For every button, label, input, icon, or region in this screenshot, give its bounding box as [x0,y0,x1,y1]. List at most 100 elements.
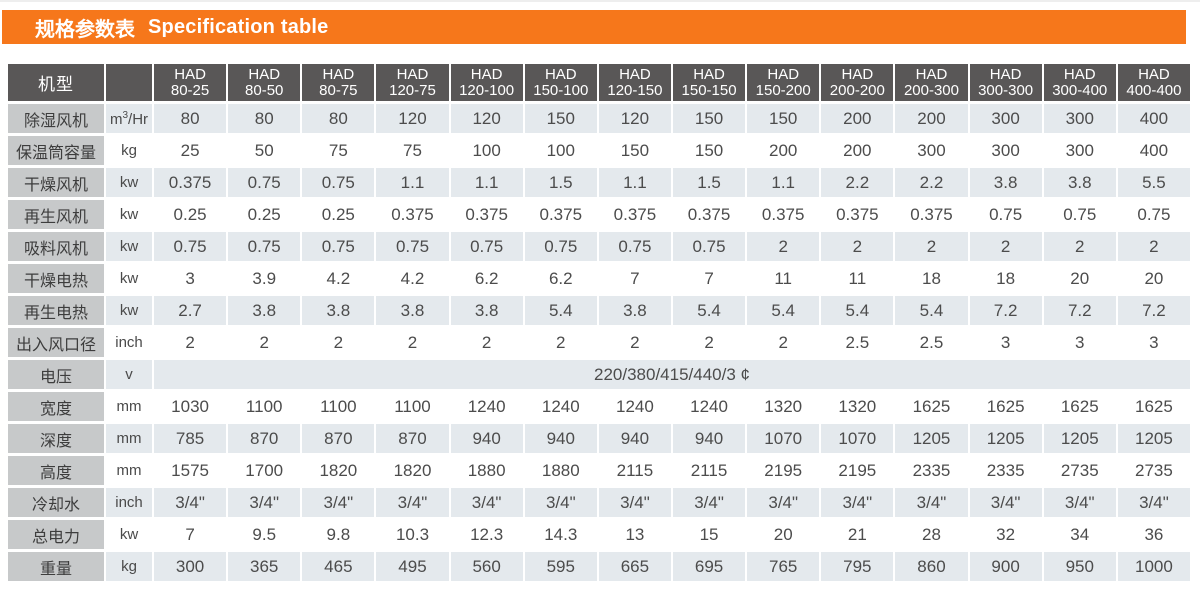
model-header: HAD 150-150 [672,64,746,101]
spec-value: 1240 [672,392,746,421]
spec-value: 0.375 [524,200,597,229]
model-code: 400-400 [1126,81,1182,99]
row-unit: kw [106,168,152,197]
row-label: 出入风口径 [8,328,104,357]
spec-value: 665 [598,552,671,581]
table-row: 除湿风机 m3/Hr 80 80 80 120 120 150 120 150 150 200 200 3… [8,104,1190,133]
spec-value: 7.2 [969,296,1042,325]
spec-value: 3/4" [154,488,227,517]
spec-value: 0.75 [969,200,1042,229]
spec-value: 2 [228,328,301,357]
spec-value: 12.3 [450,520,523,549]
spec-value: 0.375 [450,200,523,229]
spec-value: 2 [821,232,894,261]
spec-value: 150 [524,104,597,133]
spec-value: 5.4 [747,296,820,325]
spec-value: 0.75 [228,168,301,197]
model-code: 120-100 [459,81,515,99]
spec-value: 7.2 [1043,296,1116,325]
spec-value: 2.5 [821,328,894,357]
spec-value: 1240 [598,392,671,421]
spec-value: 100 [524,136,597,165]
table-row: 保温筒容量 kg 25 50 75 75 100 100 150 150 200 200 300 300 3… [8,136,1190,165]
model-code: 300-300 [978,81,1034,99]
spec-value: 120 [450,104,523,133]
specification-table: 机型 HAD 80-25 HAD 80-50 HAD 80-75 HAD 120-75 HAD 12… [6,61,1192,584]
model-code: 120-150 [607,81,663,99]
spec-value: 300 [969,136,1042,165]
model-code: 300-400 [1052,81,1108,99]
spec-value: 1820 [376,456,449,485]
spec-value: 200 [747,136,820,165]
model-code: 150-100 [533,81,589,99]
spec-value: 3/4" [1043,488,1116,517]
row-label: 高度 [8,456,104,485]
spec-value: 3 [154,264,227,293]
spec-value: 695 [672,552,746,581]
spec-value: 2 [969,232,1042,261]
row-unit: v [106,360,152,389]
model-series: HAD [248,65,281,83]
spec-value: 0.75 [598,232,671,261]
spec-value: 150 [747,104,820,133]
spec-value: 2335 [895,456,968,485]
spec-value: 3.8 [302,296,375,325]
row-unit: kw [106,264,152,293]
spec-value: 1820 [302,456,375,485]
spec-value: 1240 [524,392,597,421]
model-header: HAD 150-100 [524,64,597,101]
row-unit: kw [106,200,152,229]
spec-value: 80 [154,104,227,133]
spec-value: 3/4" [1117,488,1190,517]
spec-value: 0.375 [154,168,227,197]
spec-value: 2 [598,328,671,357]
spec-value: 870 [228,424,301,453]
spec-value: 940 [672,424,746,453]
model-header: HAD 80-75 [302,64,375,101]
spec-value: 785 [154,424,227,453]
spec-value: 3/4" [598,488,671,517]
spec-value: 1.1 [598,168,671,197]
spec-value: 1625 [1043,392,1116,421]
spec-value: 3 [1117,328,1190,357]
spec-value: 2 [450,328,523,357]
spec-value: 5.5 [1117,168,1190,197]
spec-value: 18 [969,264,1042,293]
spec-value: 0.75 [1043,200,1116,229]
spec-value: 120 [376,104,449,133]
row-unit: mm [106,424,152,453]
spec-value: 1880 [450,456,523,485]
table-row: 再生电热 kw 2.7 3.8 3.8 3.8 3.8 5.4 3.8 5.4 5.4 5.4 5.4 7… [8,296,1190,325]
spec-value: 2 [672,328,746,357]
spec-value: 11 [747,264,820,293]
row-unit: kg [106,552,152,581]
spec-value: 2115 [672,456,746,485]
model-header: HAD 120-75 [376,64,449,101]
spec-value: 0.375 [672,200,746,229]
spec-value: 940 [450,424,523,453]
spec-value: 100 [450,136,523,165]
spec-value: 20 [1117,264,1190,293]
spec-value: 3/4" [821,488,894,517]
spec-value: 3.8 [228,296,301,325]
row-label: 再生风机 [8,200,104,229]
spec-value: 0.75 [1117,200,1190,229]
spec-value: 1575 [154,456,227,485]
spec-value: 300 [895,136,968,165]
model-code: 120-75 [389,81,436,99]
spec-value: 900 [969,552,1042,581]
spec-value: 940 [598,424,671,453]
spec-value: 940 [524,424,597,453]
spec-value: 6.2 [524,264,597,293]
spec-value: 11 [821,264,894,293]
spec-value: 1000 [1117,552,1190,581]
spec-value: 2 [376,328,449,357]
spec-value: 7 [154,520,227,549]
spec-value: 950 [1043,552,1116,581]
spec-value: 75 [302,136,375,165]
model-series: HAD [989,65,1022,83]
spec-value: 3 [969,328,1042,357]
model-code: 150-150 [681,81,737,99]
spec-value: 200 [821,104,894,133]
